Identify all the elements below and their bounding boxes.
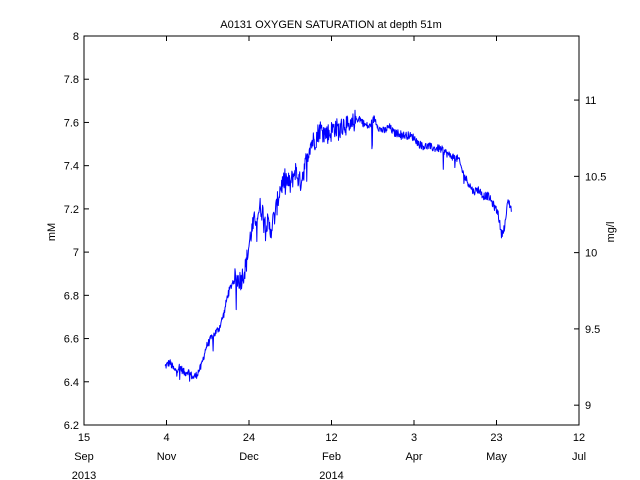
plot-background — [84, 36, 579, 425]
y-tick-label: 7.6 — [64, 117, 79, 129]
y-axis-right-ticks: 9 9.5 10 10.5 11 — [574, 95, 606, 412]
y-tick-label: 7 — [73, 247, 79, 259]
x-tick-year: 2014 — [319, 470, 343, 480]
x-axis-ticks: 15 Sep 2013 4 Nov 24 Dec 12 Feb 2014 3 Apr 23 May 12 Ju… — [72, 36, 586, 480]
x-tick-month: Nov — [157, 451, 177, 463]
y-tick-label: 6.8 — [64, 290, 79, 302]
y-tick-label: 7.4 — [64, 161, 79, 173]
x-tick-day: 4 — [163, 432, 169, 444]
y-right-tick-label: 9 — [585, 400, 591, 412]
y-tick-label: 6.4 — [64, 377, 79, 389]
x-tick-month: Jul — [572, 451, 586, 463]
x-tick-month: May — [486, 451, 507, 463]
y-axis-label-right: mg/l — [605, 222, 617, 243]
x-tick-month: Feb — [322, 451, 341, 463]
x-tick-day: 3 — [411, 432, 417, 444]
x-tick-month: Apr — [405, 451, 422, 463]
chart-title: A0131 OXYGEN SATURATION at depth 51m — [220, 19, 442, 31]
x-tick-day: 23 — [490, 432, 502, 444]
y-tick-label: 7.2 — [64, 204, 79, 216]
x-tick-month: Sep — [74, 451, 94, 463]
x-tick-year: 2013 — [72, 470, 96, 480]
x-tick-day: 15 — [78, 432, 90, 444]
oxygen-series-line — [164, 109, 512, 382]
y-right-tick-label: 11 — [585, 95, 596, 107]
x-tick-day: 12 — [325, 432, 337, 444]
x-tick-month: Dec — [239, 451, 259, 463]
x-tick-day: 24 — [243, 432, 255, 444]
x-tick-day: 12 — [573, 432, 585, 444]
series-group — [164, 109, 512, 382]
y-axis-label-left: mM — [46, 223, 58, 241]
y-right-tick-label: 10.5 — [585, 171, 606, 183]
y-tick-label: 6.6 — [64, 334, 79, 346]
y-tick-label: 7.8 — [64, 74, 79, 86]
y-right-tick-label: 10 — [585, 248, 597, 260]
y-tick-label: 6.2 — [64, 420, 79, 432]
plot-frame — [83, 35, 580, 426]
y-right-tick-label: 9.5 — [585, 324, 600, 336]
y-axis-left-ticks: 6.2 6.4 6.6 6.8 7 7.2 7.4 7.6 7.8 8 — [64, 31, 89, 432]
y-tick-label: 8 — [73, 31, 79, 43]
